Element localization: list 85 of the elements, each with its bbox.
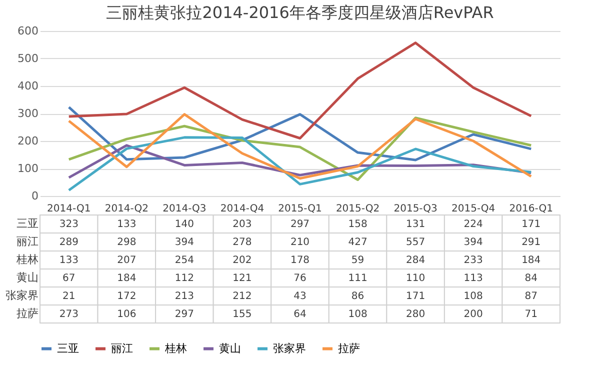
text: 桂林 — [16, 253, 38, 266]
data-label: 203 — [232, 219, 252, 230]
data-label: 67 — [62, 273, 76, 284]
y-tick-label: 300 — [18, 107, 38, 120]
x-tick-label: 2014-Q2 — [104, 204, 149, 214]
data-label: 280 — [406, 309, 426, 320]
legend-label: 丽江 — [111, 342, 133, 355]
data-label: 171 — [406, 291, 426, 302]
y-tick-label: 0 — [32, 190, 38, 202]
data-label: 21 — [62, 291, 76, 302]
data-label: 212 — [232, 291, 252, 302]
legend-label: 三亚 — [57, 342, 79, 355]
data-label: 184 — [522, 255, 541, 266]
data-label: 64 — [294, 309, 306, 320]
data-label: 273 — [59, 309, 78, 320]
x-tick-label: 2015-Q3 — [394, 204, 438, 214]
data-label: 76 — [294, 273, 306, 284]
legend-label: 黄山 — [219, 342, 241, 355]
text: 三亚 — [16, 217, 38, 230]
x-tick-label: 2014-Q4 — [220, 204, 264, 214]
legend-label: 张家界 — [273, 342, 306, 355]
data-label: 87 — [524, 291, 538, 302]
x-tick-label: 2015-Q4 — [451, 204, 496, 214]
data-label: 394 — [174, 237, 194, 248]
data-label: 213 — [174, 291, 194, 302]
data-label: 278 — [232, 237, 252, 248]
data-label: 184 — [117, 273, 136, 284]
x-tick-label: 2016-Q1 — [509, 204, 553, 214]
data-label: 178 — [290, 255, 310, 266]
data-label: 207 — [117, 255, 136, 266]
y-tick-label: 600 — [18, 24, 38, 38]
data-label: 254 — [174, 255, 194, 266]
legend-label: 拉萨 — [338, 342, 360, 355]
data-label: 110 — [406, 273, 426, 284]
data-label: 233 — [464, 255, 483, 266]
data-label: 140 — [174, 219, 194, 230]
data-label: 133 — [59, 255, 78, 266]
data-label: 297 — [290, 219, 310, 230]
chart-title: 三丽桂黄张拉2014-2016年各季度四星级酒店RevPAR — [106, 3, 494, 22]
x-tick-label: 2015-Q2 — [336, 204, 380, 214]
data-label: 224 — [464, 219, 483, 230]
line-series — [68, 136, 532, 192]
data-label: 289 — [59, 237, 78, 248]
data-label: 394 — [464, 237, 483, 248]
data-label: 121 — [232, 273, 252, 284]
data-label: 113 — [464, 273, 483, 284]
y-tick-label: 200 — [18, 134, 38, 148]
data-label: 86 — [351, 291, 364, 302]
data-label: 112 — [174, 273, 194, 284]
legend-label: 桂林 — [164, 342, 187, 355]
data-label: 210 — [290, 237, 310, 248]
data-label: 297 — [174, 309, 194, 320]
x-tick-label: 2014-Q1 — [47, 204, 91, 214]
data-label: 59 — [351, 255, 364, 266]
data-label: 108 — [348, 309, 368, 320]
data-label: 298 — [117, 237, 136, 248]
data-label: 84 — [524, 273, 538, 284]
data-label: 155 — [232, 309, 252, 320]
data-label: 427 — [348, 237, 368, 248]
x-tick-label: 2015-Q1 — [278, 204, 322, 214]
data-label: 158 — [348, 219, 368, 230]
data-label: 557 — [406, 237, 426, 248]
data-label: 202 — [232, 255, 252, 266]
text: 张家界 — [6, 289, 38, 302]
text: 拉萨 — [16, 307, 38, 320]
y-tick-label: 400 — [18, 80, 38, 92]
data-label: 284 — [406, 255, 426, 266]
data-label: 71 — [524, 309, 538, 320]
data-label: 171 — [522, 219, 541, 230]
text: 黄山 — [16, 271, 38, 284]
data-label: 291 — [522, 237, 541, 248]
data-label: 106 — [117, 309, 136, 320]
text: 丽江 — [16, 235, 38, 248]
data-label: 200 — [464, 309, 483, 320]
line-series — [68, 42, 532, 140]
data-label: 108 — [464, 291, 483, 302]
data-label: 323 — [59, 219, 78, 230]
data-label: 172 — [117, 291, 136, 302]
data-label: 43 — [294, 291, 306, 302]
data-label: 133 — [117, 219, 136, 230]
data-label: 131 — [406, 219, 426, 230]
y-tick-label: 100 — [18, 162, 38, 175]
y-tick-label: 500 — [18, 52, 38, 65]
x-tick-label: 2014-Q3 — [162, 204, 206, 214]
data-label: 111 — [348, 273, 368, 284]
